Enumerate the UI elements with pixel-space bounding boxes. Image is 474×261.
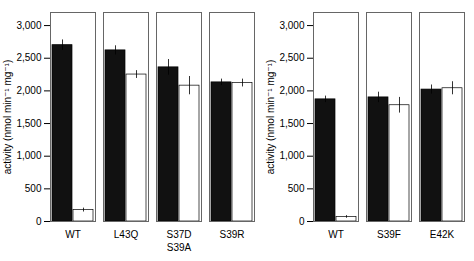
svg-text:activity (nmol min⁻¹ mg⁻¹): activity (nmol min⁻¹ mg⁻¹) (2, 60, 13, 174)
svg-text:500: 500 (25, 183, 42, 194)
svg-text:1,000: 1,000 (16, 150, 41, 161)
svg-text:2,500: 2,500 (279, 52, 304, 63)
svg-text:S37D: S37D (166, 229, 191, 240)
svg-text:E42K: E42K (430, 229, 455, 240)
svg-text:3,000: 3,000 (16, 20, 41, 31)
svg-text:1,500: 1,500 (279, 118, 304, 129)
svg-text:2,000: 2,000 (16, 85, 41, 96)
svg-text:S39F: S39F (377, 229, 401, 240)
svg-text:1,500: 1,500 (16, 118, 41, 129)
svg-text:1,000: 1,000 (279, 150, 304, 161)
svg-text:3,000: 3,000 (279, 20, 304, 31)
svg-text:S39A: S39A (167, 242, 192, 253)
svg-text:activity (nmol min⁻¹ mg⁻¹): activity (nmol min⁻¹ mg⁻¹) (265, 60, 276, 174)
svg-text:2,000: 2,000 (279, 85, 304, 96)
svg-text:2,500: 2,500 (16, 52, 41, 63)
svg-text:0: 0 (36, 216, 42, 227)
svg-text:0: 0 (299, 216, 305, 227)
svg-text:S39R: S39R (219, 229, 244, 240)
svg-text:WT: WT (65, 229, 81, 240)
svg-text:L43Q: L43Q (114, 229, 139, 240)
svg-text:WT: WT (328, 229, 344, 240)
svg-text:500: 500 (288, 183, 305, 194)
